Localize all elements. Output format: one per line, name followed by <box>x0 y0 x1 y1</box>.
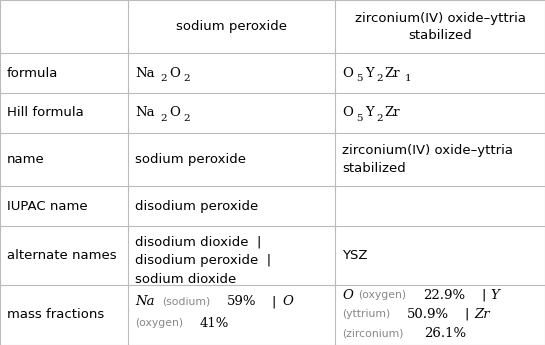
Text: 1: 1 <box>405 74 411 83</box>
Text: (zirconium): (zirconium) <box>342 328 404 338</box>
Text: sodium peroxide: sodium peroxide <box>176 20 287 33</box>
Text: YSZ: YSZ <box>342 249 368 262</box>
Text: 26.1%: 26.1% <box>424 327 466 339</box>
Text: zirconium(IV) oxide–yttria
stabilized: zirconium(IV) oxide–yttria stabilized <box>355 12 525 42</box>
Text: Y: Y <box>365 67 373 80</box>
Text: Hill formula: Hill formula <box>7 107 84 119</box>
Text: sodium peroxide: sodium peroxide <box>135 153 246 166</box>
Text: Y: Y <box>490 289 499 302</box>
Text: 22.9%: 22.9% <box>423 289 465 302</box>
Text: |: | <box>481 289 485 302</box>
Text: 2: 2 <box>376 74 383 83</box>
Text: 2: 2 <box>160 74 167 83</box>
Text: 2: 2 <box>183 74 190 83</box>
Text: (oxygen): (oxygen) <box>359 290 407 300</box>
Text: disodium dioxide  |
disodium peroxide  |
sodium dioxide: disodium dioxide | disodium peroxide | s… <box>135 236 271 286</box>
Text: 5: 5 <box>356 114 363 123</box>
Text: O: O <box>283 295 294 308</box>
Text: Y: Y <box>365 107 373 119</box>
Text: IUPAC name: IUPAC name <box>7 200 88 213</box>
Text: (yttrium): (yttrium) <box>342 309 391 319</box>
Text: 2: 2 <box>183 114 190 123</box>
Text: disodium peroxide: disodium peroxide <box>135 200 258 213</box>
Text: Zr: Zr <box>385 107 400 119</box>
Text: |: | <box>271 295 275 308</box>
Text: 41%: 41% <box>199 317 229 330</box>
Text: O: O <box>342 107 353 119</box>
Text: 2: 2 <box>376 114 383 123</box>
Text: name: name <box>7 153 45 166</box>
Text: 59%: 59% <box>227 295 257 308</box>
Text: (sodium): (sodium) <box>162 297 211 307</box>
Text: |: | <box>465 308 469 321</box>
Text: O: O <box>342 289 353 302</box>
Text: (oxygen): (oxygen) <box>135 318 183 328</box>
Text: Na: Na <box>135 107 155 119</box>
Text: 2: 2 <box>160 114 167 123</box>
Text: Na: Na <box>135 295 155 308</box>
Text: O: O <box>169 107 180 119</box>
Text: zirconium(IV) oxide–yttria
stabilized: zirconium(IV) oxide–yttria stabilized <box>342 144 513 175</box>
Text: 5: 5 <box>356 74 363 83</box>
Text: Na: Na <box>135 67 155 80</box>
Text: O: O <box>169 67 180 80</box>
Text: Zr: Zr <box>385 67 400 80</box>
Text: O: O <box>342 67 353 80</box>
Text: alternate names: alternate names <box>7 249 117 262</box>
Text: mass fractions: mass fractions <box>7 308 104 321</box>
Text: 50.9%: 50.9% <box>407 308 449 321</box>
Text: formula: formula <box>7 67 58 80</box>
Text: Zr: Zr <box>474 308 490 321</box>
